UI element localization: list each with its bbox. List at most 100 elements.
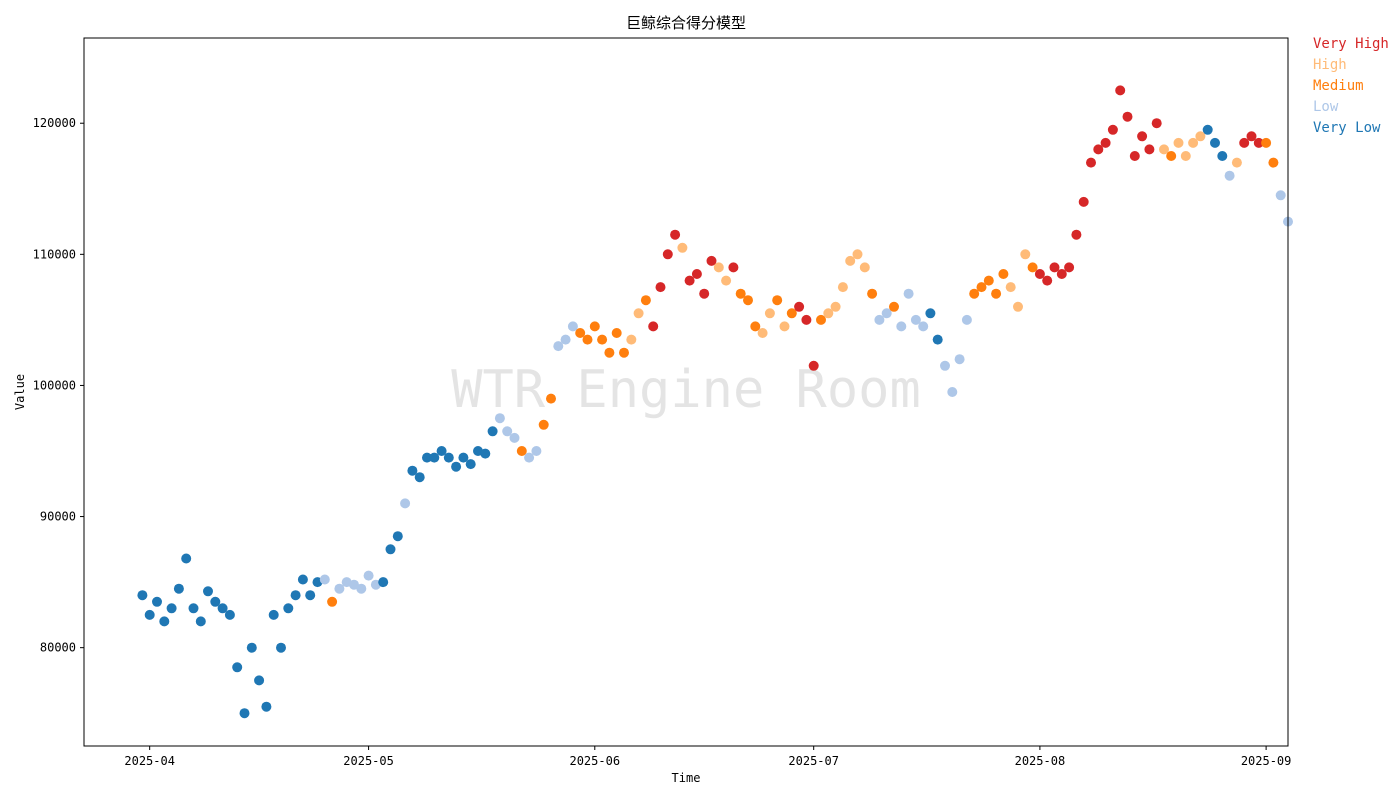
- data-point: [392, 531, 403, 542]
- data-point: [553, 341, 564, 352]
- x-tick-label: 2025-06: [569, 754, 620, 768]
- x-axis-label: Time: [672, 771, 701, 785]
- data-point: [487, 426, 498, 437]
- data-point: [567, 321, 578, 332]
- data-point: [633, 308, 644, 319]
- data-point: [436, 446, 447, 456]
- data-point: [327, 596, 338, 607]
- data-point: [1239, 137, 1250, 148]
- legend-item-high: High: [1313, 57, 1347, 73]
- data-point: [764, 308, 775, 319]
- data-point: [465, 459, 476, 470]
- data-point: [356, 583, 367, 594]
- data-point: [932, 334, 943, 345]
- data-point: [524, 452, 535, 463]
- data-point: [910, 314, 921, 325]
- data-points: [137, 85, 1293, 719]
- data-point: [677, 242, 688, 253]
- data-point: [582, 334, 593, 345]
- data-point: [786, 308, 797, 319]
- data-point: [254, 675, 265, 686]
- data-point: [349, 579, 359, 590]
- data-point: [925, 308, 936, 319]
- data-point: [801, 314, 812, 325]
- data-point: [859, 262, 870, 273]
- data-point: [1064, 262, 1075, 273]
- data-point: [896, 321, 907, 332]
- data-point: [1275, 190, 1286, 201]
- data-point: [319, 574, 330, 585]
- data-point: [1034, 269, 1045, 279]
- data-point: [837, 282, 848, 293]
- data-point: [713, 262, 724, 273]
- data-point: [1020, 249, 1031, 260]
- data-point: [728, 262, 739, 273]
- data-point: [1224, 170, 1235, 181]
- y-tick-label: 100000: [33, 378, 76, 392]
- data-point: [1078, 196, 1089, 207]
- data-point: [546, 393, 556, 404]
- data-point: [954, 354, 965, 365]
- data-point: [1056, 269, 1067, 279]
- data-point: [1268, 157, 1279, 168]
- data-point: [1151, 118, 1162, 129]
- data-point: [1086, 157, 1096, 168]
- data-point: [378, 577, 389, 588]
- data-point: [706, 255, 717, 266]
- data-point: [458, 452, 469, 463]
- data-point: [575, 328, 586, 338]
- data-point: [648, 321, 659, 332]
- data-point: [743, 295, 753, 306]
- data-point: [1005, 282, 1016, 293]
- data-point: [662, 249, 673, 260]
- data-point: [808, 360, 819, 371]
- data-point: [626, 334, 637, 345]
- data-point: [699, 288, 710, 299]
- data-point: [1261, 137, 1272, 148]
- data-point: [1093, 144, 1104, 155]
- data-point: [903, 288, 914, 299]
- legend-item-medium: Medium: [1313, 78, 1364, 94]
- data-point: [385, 544, 396, 555]
- data-point: [691, 269, 702, 279]
- data-point: [597, 334, 608, 345]
- data-point: [1122, 111, 1133, 122]
- y-axis-label: Value: [13, 374, 27, 410]
- data-point: [794, 301, 805, 312]
- data-point: [334, 583, 345, 594]
- data-point: [976, 282, 987, 293]
- y-tick-label: 80000: [40, 641, 76, 655]
- data-point: [947, 387, 958, 397]
- data-point: [166, 603, 177, 614]
- data-point: [779, 321, 790, 332]
- data-point: [998, 269, 1009, 279]
- data-point: [268, 609, 279, 620]
- data-point: [735, 288, 746, 299]
- data-point: [589, 321, 600, 332]
- data-point: [1107, 124, 1118, 135]
- data-point: [1180, 151, 1191, 161]
- data-point: [1013, 301, 1023, 312]
- data-point: [203, 586, 213, 597]
- data-point: [721, 275, 732, 286]
- data-point: [188, 603, 199, 614]
- data-point: [290, 590, 301, 601]
- data-point: [1144, 144, 1155, 155]
- data-point: [181, 553, 192, 564]
- data-point: [480, 448, 491, 459]
- data-point: [246, 642, 257, 653]
- data-point: [1231, 157, 1242, 168]
- data-point: [940, 360, 950, 371]
- data-point: [283, 603, 294, 614]
- data-point: [422, 452, 432, 463]
- data-point: [1042, 275, 1053, 286]
- y-axis: 80000 90000 100000 110000 120000: [33, 116, 84, 655]
- data-point: [152, 596, 162, 607]
- data-point: [494, 413, 505, 424]
- data-point: [750, 321, 761, 332]
- data-point: [538, 419, 549, 430]
- data-point: [604, 347, 615, 358]
- data-point: [1137, 131, 1148, 142]
- y-tick-label: 90000: [40, 510, 76, 524]
- data-point: [1188, 137, 1199, 148]
